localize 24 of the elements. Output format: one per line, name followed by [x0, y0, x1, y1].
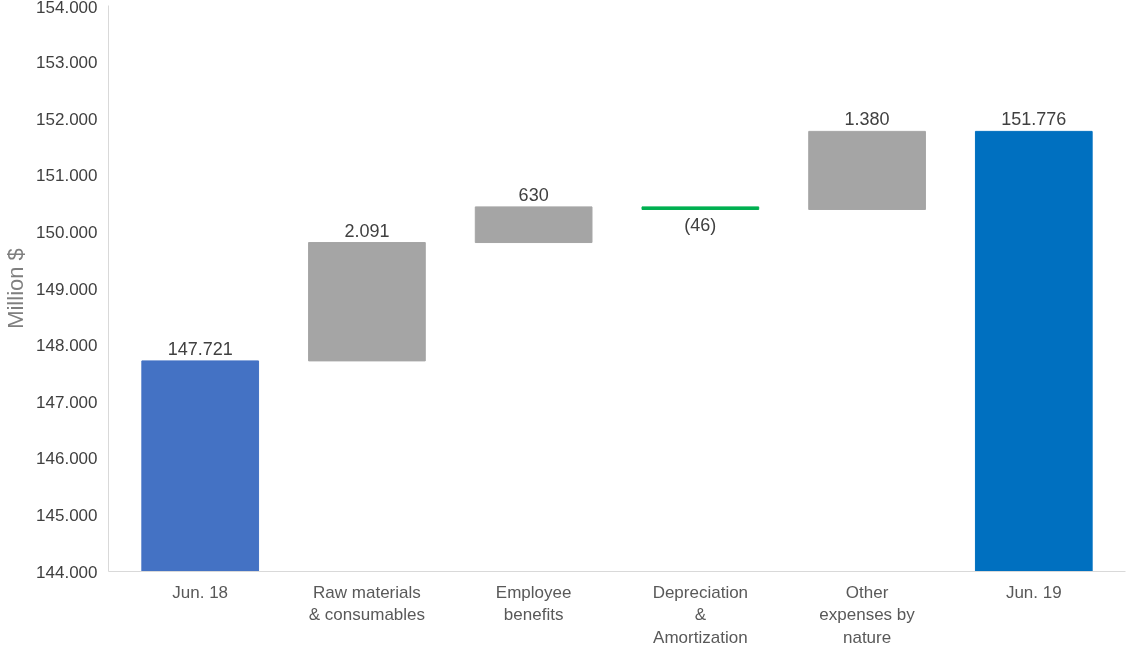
x-tick-label: Raw materials & consumables: [308, 582, 426, 625]
y-tick-label: 153.000: [36, 53, 98, 73]
y-tick-label: 148.000: [36, 336, 98, 356]
data-label: (46): [684, 215, 717, 236]
y-tick-label: 150.000: [36, 222, 98, 242]
x-tick-label: Other expenses by nature: [819, 582, 916, 648]
x-tick-label: Employee benefits: [495, 582, 572, 625]
y-axis-title: Million $: [3, 248, 29, 329]
y-tick-label: 146.000: [36, 449, 98, 469]
y-tick-label: 144.000: [36, 562, 98, 582]
x-tick-label: Jun. 18: [172, 582, 229, 602]
y-tick-label: 154.000: [36, 0, 98, 17]
y-tick-label: 151.000: [36, 166, 98, 186]
data-label: 2.091: [344, 220, 390, 241]
data-label: 147.721: [167, 338, 233, 359]
y-tick-label: 152.000: [36, 109, 98, 129]
y-tick-label: 145.000: [36, 505, 98, 525]
data-label: 630: [518, 184, 549, 205]
data-label: 1.380: [844, 109, 890, 130]
data-label: 151.776: [1001, 109, 1067, 130]
x-tick-label: Jun. 19: [1005, 582, 1062, 602]
y-tick-label: 149.000: [36, 279, 98, 299]
x-tick-label: Depreciation & Amortization: [652, 582, 749, 648]
y-tick-label: 147.000: [36, 392, 98, 412]
